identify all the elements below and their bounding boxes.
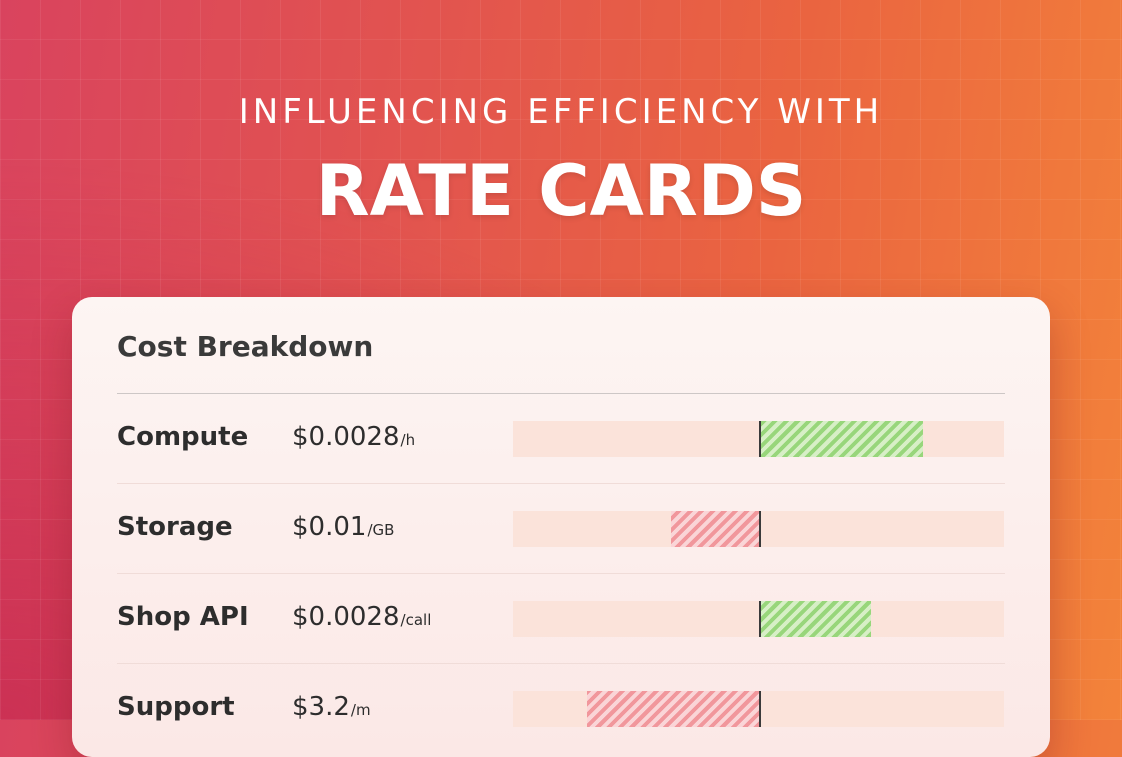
row-label: Shop API [117, 602, 249, 632]
rate-bar-track [513, 601, 1004, 637]
price-value: $0.0028 [292, 422, 400, 452]
cost-row-compute: Compute $0.0028/h [117, 394, 1005, 484]
row-label: Storage [117, 512, 233, 542]
hero-eyebrow: INFLUENCING EFFICIENCY WITH [238, 92, 884, 132]
rate-bar-track [513, 421, 1004, 457]
rate-bar-track [513, 691, 1004, 727]
row-divider [117, 573, 1005, 574]
row-label: Support [117, 692, 235, 722]
rate-bar [586, 691, 761, 727]
cost-breakdown-card: Cost Breakdown Compute $0.0028/h Storage… [72, 297, 1050, 757]
card-divider [117, 393, 1005, 394]
hero-title: RATE CARDS [315, 150, 807, 232]
price-unit: /h [400, 431, 416, 449]
price-unit: /GB [367, 521, 395, 539]
row-price: $0.0028/h [292, 422, 415, 452]
price-unit: /call [400, 611, 432, 629]
cost-row-shop-api: Shop API $0.0028/call [117, 574, 1005, 664]
price-value: $0.01 [292, 512, 367, 542]
price-value: $3.2 [292, 692, 350, 722]
row-price: $3.2/m [292, 692, 371, 722]
row-label: Compute [117, 422, 249, 452]
row-divider [117, 483, 1005, 484]
cost-row-storage: Storage $0.01/GB [117, 484, 1005, 574]
row-price: $0.0028/call [292, 602, 431, 632]
price-unit: /m [350, 701, 371, 719]
rate-bar [758, 601, 871, 637]
row-divider [117, 663, 1005, 664]
rate-bar [670, 511, 761, 547]
price-value: $0.0028 [292, 602, 400, 632]
row-price: $0.01/GB [292, 512, 394, 542]
rate-bar [758, 421, 923, 457]
cost-row-support: Support $3.2/m [117, 664, 1005, 754]
rate-bar-track [513, 511, 1004, 547]
card-title: Cost Breakdown [117, 330, 374, 363]
